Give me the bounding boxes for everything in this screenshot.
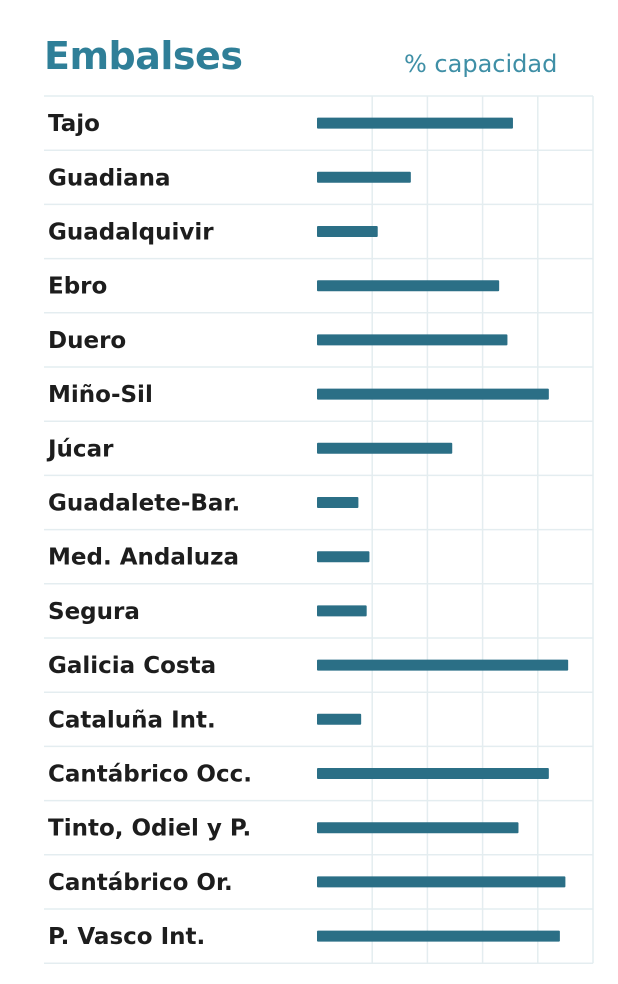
category-label: Galicia Costa <box>48 653 216 679</box>
bar <box>317 876 566 888</box>
category-label: Guadalquivir <box>48 220 214 246</box>
category-label: Tajo <box>48 111 100 137</box>
bar <box>317 930 560 942</box>
bar <box>317 822 519 834</box>
category-label: P. Vasco Int. <box>48 924 205 950</box>
bar <box>317 388 549 400</box>
category-label: Miño-Sil <box>48 382 153 408</box>
bar <box>317 226 378 237</box>
bar <box>317 768 549 779</box>
bar <box>317 280 500 292</box>
category-label: Cantábrico Occ. <box>48 762 252 788</box>
unit-label: % capacidad <box>404 50 558 78</box>
bar <box>317 117 513 129</box>
bar <box>317 605 367 617</box>
category-label: Cantábrico Or. <box>48 870 233 896</box>
category-label: Ebro <box>48 274 107 300</box>
bar <box>317 334 508 346</box>
bar <box>317 171 411 183</box>
category-label: Júcar <box>46 436 114 462</box>
bar <box>317 442 453 454</box>
category-label: Tinto, Odiel y P. <box>48 816 251 842</box>
category-label: Guadalete-Bar. <box>48 491 240 517</box>
bar <box>317 713 362 725</box>
category-label: Segura <box>48 599 140 625</box>
chart-title: Embalses <box>44 34 243 78</box>
bar <box>317 659 569 671</box>
bar <box>317 551 370 563</box>
category-label: Guadiana <box>48 165 171 191</box>
category-label: Med. Andaluza <box>48 545 239 571</box>
bar <box>317 497 359 508</box>
category-label: Duero <box>48 328 126 354</box>
category-label: Cataluña Int. <box>48 707 216 733</box>
